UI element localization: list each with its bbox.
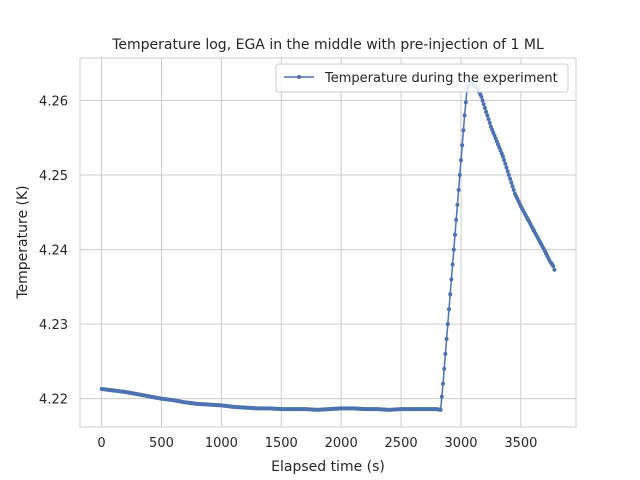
data-point xyxy=(459,158,463,163)
legend-point-marker xyxy=(297,75,301,79)
y-tick-label: 4.24 xyxy=(39,244,68,259)
data-point xyxy=(552,267,557,272)
data-point xyxy=(496,142,501,147)
plot-area xyxy=(80,58,576,427)
legend: Temperature during the experiment xyxy=(275,63,569,93)
data-point xyxy=(460,143,465,148)
x-tick-label: 3000 xyxy=(444,436,477,451)
data-point xyxy=(480,98,485,103)
x-tick-label: 2000 xyxy=(325,436,358,451)
data-point xyxy=(449,277,454,282)
data-point xyxy=(493,136,498,141)
data-point xyxy=(482,105,487,110)
data-point xyxy=(506,173,511,177)
data-point xyxy=(504,165,509,170)
data-point xyxy=(454,217,459,222)
data-point xyxy=(457,173,462,177)
legend-series-label: Temperature during the experiment xyxy=(324,71,558,86)
data-point xyxy=(453,232,457,237)
y-tick-label: 4.23 xyxy=(39,318,68,333)
data-point xyxy=(502,158,507,163)
data-point xyxy=(551,264,556,268)
data-point xyxy=(500,154,505,159)
data-point xyxy=(448,292,453,297)
data-point xyxy=(443,351,448,356)
data-point xyxy=(508,176,513,181)
data-point xyxy=(441,381,445,386)
data-point xyxy=(503,161,508,166)
data-point xyxy=(450,262,455,267)
data-point xyxy=(444,337,449,341)
data-point xyxy=(488,124,493,129)
x-tick-label: 3500 xyxy=(504,436,537,451)
data-point xyxy=(447,307,451,312)
data-point xyxy=(439,394,444,399)
x-axis-label: Elapsed time (s) xyxy=(271,459,385,475)
data-point xyxy=(455,202,460,207)
data-point xyxy=(494,139,499,144)
y-axis-label: Temperature (K) xyxy=(15,185,31,299)
data-point xyxy=(463,100,468,105)
data-point xyxy=(438,407,443,412)
data-point xyxy=(451,247,456,252)
series-layer xyxy=(99,79,557,412)
data-point xyxy=(510,184,515,189)
data-point xyxy=(461,128,466,133)
x-tick-label: 0 xyxy=(97,436,105,451)
data-point xyxy=(491,130,496,135)
data-point xyxy=(479,94,484,99)
data-point xyxy=(485,113,490,118)
data-point xyxy=(498,148,503,153)
data-point xyxy=(481,102,486,107)
data-point xyxy=(511,187,516,192)
data-point xyxy=(487,120,492,125)
data-point xyxy=(445,322,450,327)
data-point xyxy=(456,187,461,192)
x-tick-label: 2500 xyxy=(385,436,418,451)
chart-title: Temperature log, EGA in the middle with … xyxy=(111,37,544,53)
legend-box xyxy=(275,63,569,93)
x-tick-label: 500 xyxy=(149,436,174,451)
x-tick-label: 1000 xyxy=(205,436,238,451)
plot-frame xyxy=(79,57,577,428)
y-tick-label: 4.22 xyxy=(39,393,68,408)
x-axis-ticks: 0 500 1000 1500 2000 2500 3000 3500 xyxy=(97,436,537,451)
data-point xyxy=(509,180,514,185)
data-point xyxy=(462,113,467,118)
data-point xyxy=(505,169,510,174)
data-point xyxy=(442,366,447,371)
y-tick-label: 4.25 xyxy=(39,169,68,184)
y-tick-label: 4.26 xyxy=(39,94,68,109)
data-point xyxy=(492,133,497,138)
x-tick-label: 1500 xyxy=(265,436,298,451)
data-point xyxy=(484,109,489,114)
data-point xyxy=(499,151,504,156)
data-point xyxy=(486,117,491,122)
y-axis-ticks: 4.22 4.23 4.24 4.25 4.26 xyxy=(39,94,68,407)
